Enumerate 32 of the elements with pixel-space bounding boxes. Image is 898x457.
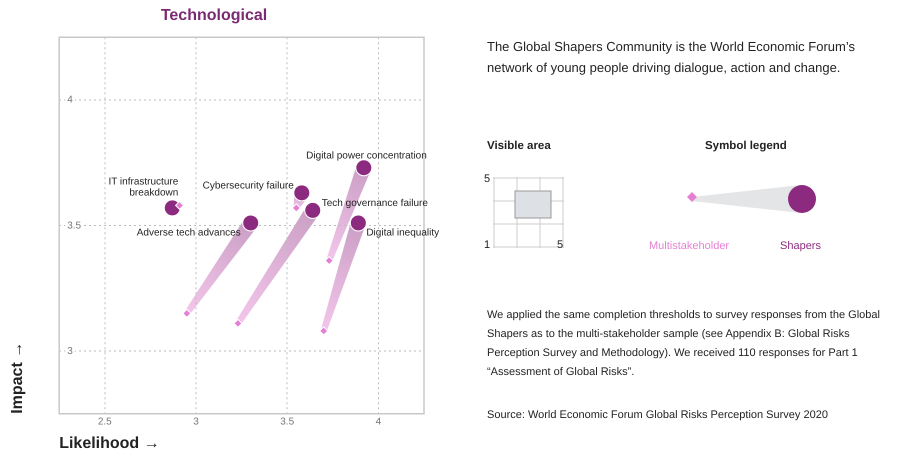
y-tick-label: 4 xyxy=(67,94,74,106)
annotation: Cybersecurity failure xyxy=(202,180,294,192)
point xyxy=(242,214,260,232)
x-tick-label: 4 xyxy=(376,416,382,428)
chart-title: Technological xyxy=(160,7,268,24)
point xyxy=(293,184,310,202)
point xyxy=(319,326,328,336)
text: 1 xyxy=(484,238,490,253)
y-axis-title: Impact → xyxy=(9,342,26,414)
x-axis-title: Likelihood → xyxy=(59,434,160,452)
y-tick-label: 3 xyxy=(67,346,74,357)
point xyxy=(304,202,322,219)
point xyxy=(355,159,372,176)
point xyxy=(350,214,367,232)
annotation: Tech governance failure xyxy=(322,198,428,210)
text: 5 xyxy=(557,238,564,253)
y-tick-label: 3.5 xyxy=(67,220,82,232)
x-tick-label: 3 xyxy=(193,416,200,428)
annotation: Digital power concentration xyxy=(306,150,427,162)
annotation: Adverse tech advances xyxy=(136,228,241,239)
text: Visible area xyxy=(487,139,551,154)
text: We applied the same completion thresholds to survey responses from the Global Shapers as to the multi-stakeholder sample (see Appendix B: Global Risks Perception Survey and Methodology). We received 110 responses for Part 1 “Assessment of Global Risks”. xyxy=(487,308,881,380)
x-tick-label: 2.5 xyxy=(98,416,112,428)
annotation: Digital inequality xyxy=(366,228,440,239)
x-tick-label: 3.5 xyxy=(280,416,295,428)
source-note: Source: World Economic Forum Global Risks Perception Survey 2020 xyxy=(487,408,828,423)
annotation: IT infrastructure breakdown xyxy=(108,176,179,199)
text: 5 xyxy=(484,172,490,187)
text: Shapers xyxy=(780,239,821,254)
legend-title: Symbol legend xyxy=(705,139,787,154)
text: Multistakeholder xyxy=(649,239,730,254)
text: The Global Shapers Community is the World Economic Forum’s network of young people driving dialogue, action and change. xyxy=(487,38,856,77)
